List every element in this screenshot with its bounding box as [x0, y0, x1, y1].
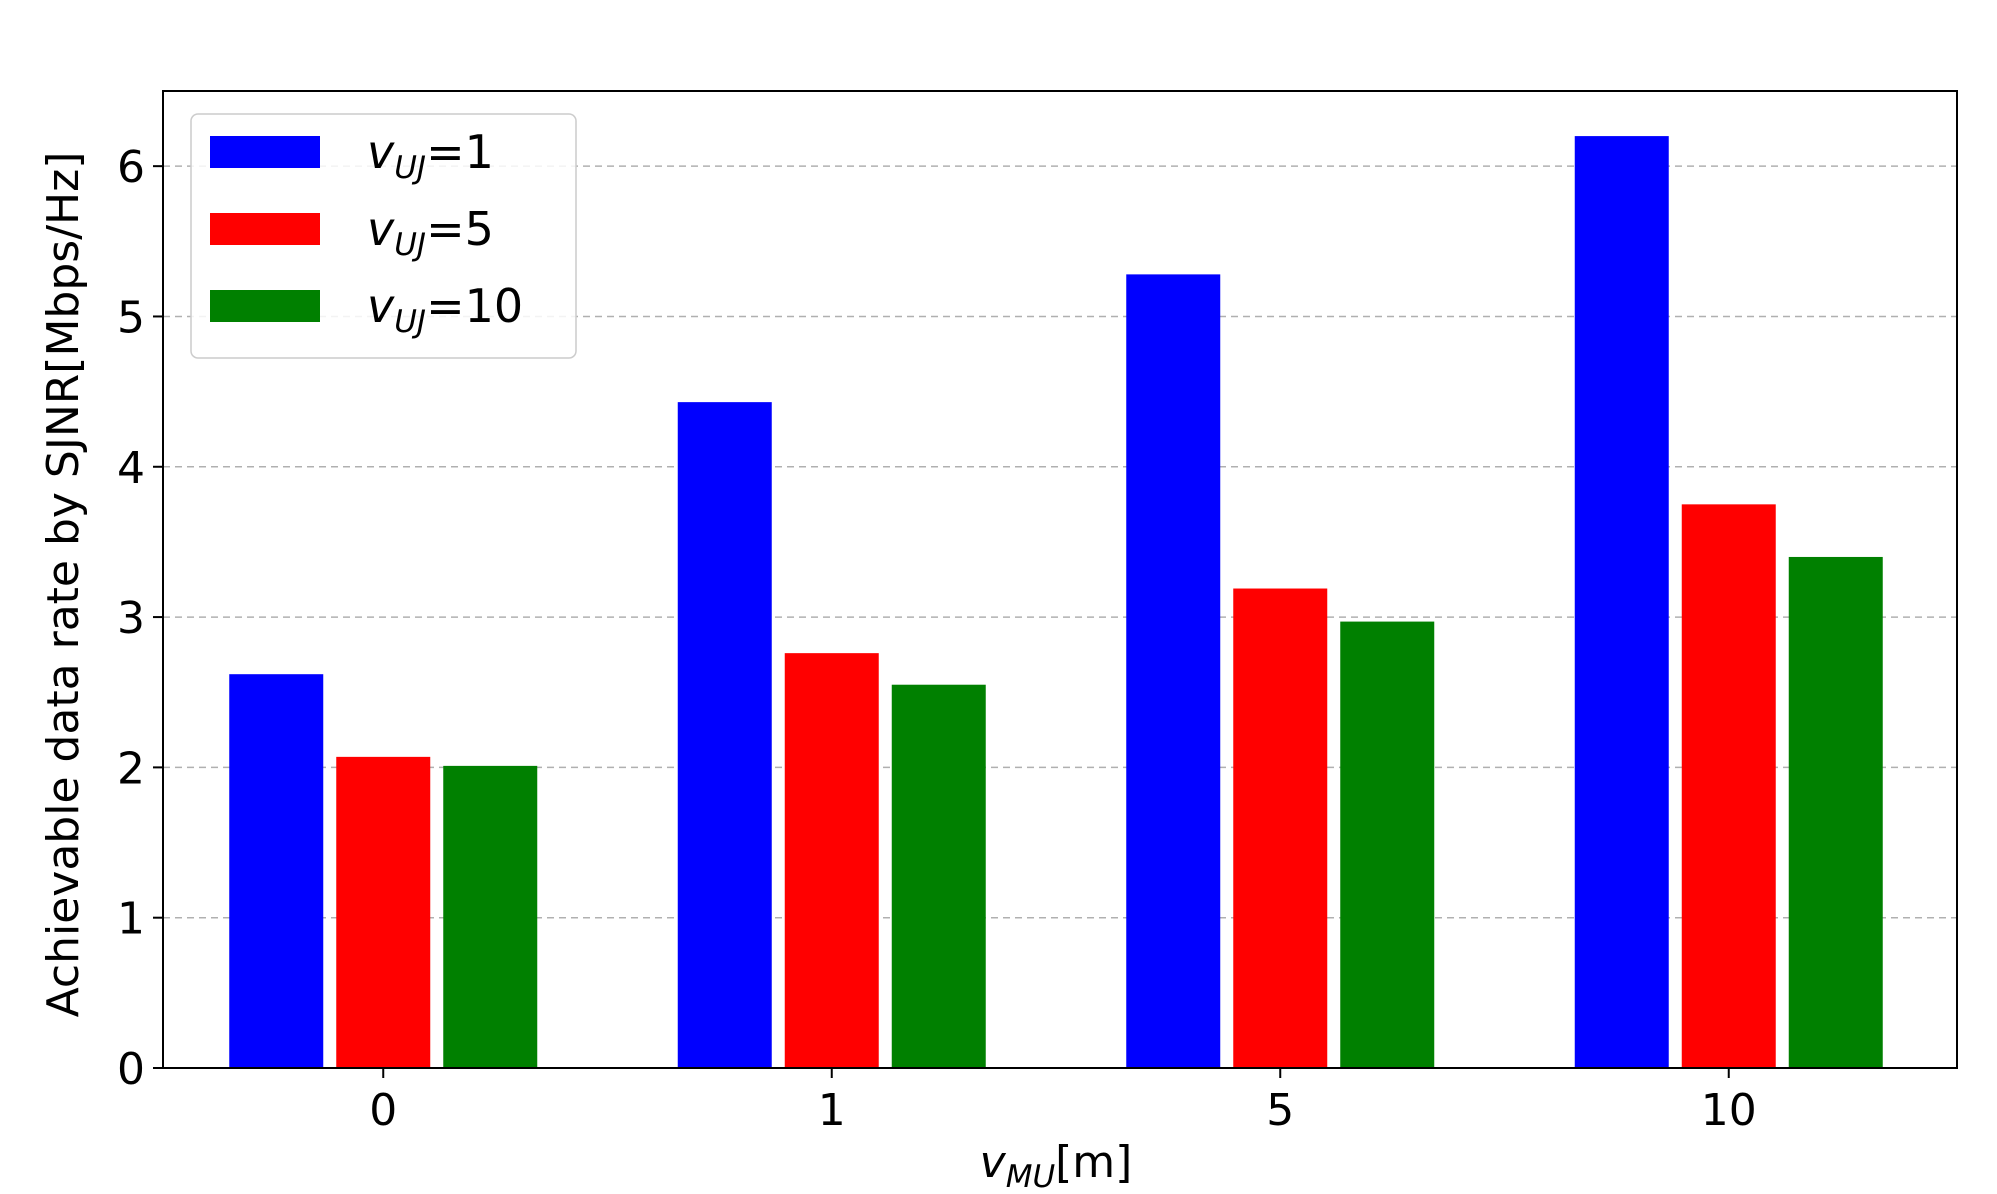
y-tick-label: 0: [117, 1044, 145, 1095]
x-axis: 0 1 5 10: [369, 1068, 1757, 1136]
legend-label: vUJ=5: [367, 202, 494, 263]
x-tick-label: 5: [1266, 1085, 1294, 1136]
bar-v_UJ=1-10: [1574, 136, 1669, 1069]
legend-swatch: [210, 136, 320, 168]
y-tick-label: 6: [117, 142, 145, 193]
x-axis-label-sub: MU: [1006, 1159, 1056, 1194]
bar-v_UJ=1-5: [1126, 274, 1221, 1069]
bar-v_UJ=1-1: [677, 402, 772, 1068]
y-tick-label: 4: [117, 443, 145, 494]
legend-label: vUJ=10: [367, 279, 523, 340]
bar-v_UJ=1-0: [229, 674, 324, 1068]
bar-v_UJ=10-0: [443, 765, 538, 1068]
bar-v_UJ=5-5: [1233, 588, 1328, 1068]
bar-v_UJ=10-5: [1340, 621, 1435, 1068]
x-axis-label-var: v: [980, 1137, 1007, 1188]
y-tick-label: 3: [117, 593, 145, 644]
bar-v_UJ=10-10: [1788, 556, 1883, 1068]
y-tick-label: 1: [117, 894, 145, 945]
bar-v_UJ=10-1: [891, 684, 986, 1068]
bar-v_UJ=5-1: [784, 653, 879, 1068]
plot-frame: [162, 90, 1958, 1069]
legend-label: vUJ=1: [367, 125, 494, 186]
bar-v_UJ=5-0: [336, 756, 431, 1068]
legend-swatch: [210, 213, 320, 245]
x-tick-label: 0: [369, 1085, 397, 1136]
x-axis-label-unit: [m]: [1055, 1137, 1132, 1188]
y-tick-label: 5: [117, 292, 145, 343]
y-axis-label: Achievable data rate by SJNR[Mbps/Hz]: [38, 152, 89, 1018]
x-tick-label: 1: [818, 1085, 846, 1136]
x-axis-label: vMU[m]: [980, 1137, 1133, 1194]
y-axis: 0 1 2 3 4 5 6: [117, 142, 163, 1095]
legend-swatch: [210, 290, 320, 322]
bars: [229, 136, 1883, 1069]
legend: vUJ=1 vUJ=5 vUJ=10: [190, 113, 577, 359]
x-tick-label: 10: [1701, 1085, 1757, 1136]
bar-v_UJ=5-10: [1681, 504, 1776, 1068]
y-tick-label: 2: [117, 743, 145, 794]
